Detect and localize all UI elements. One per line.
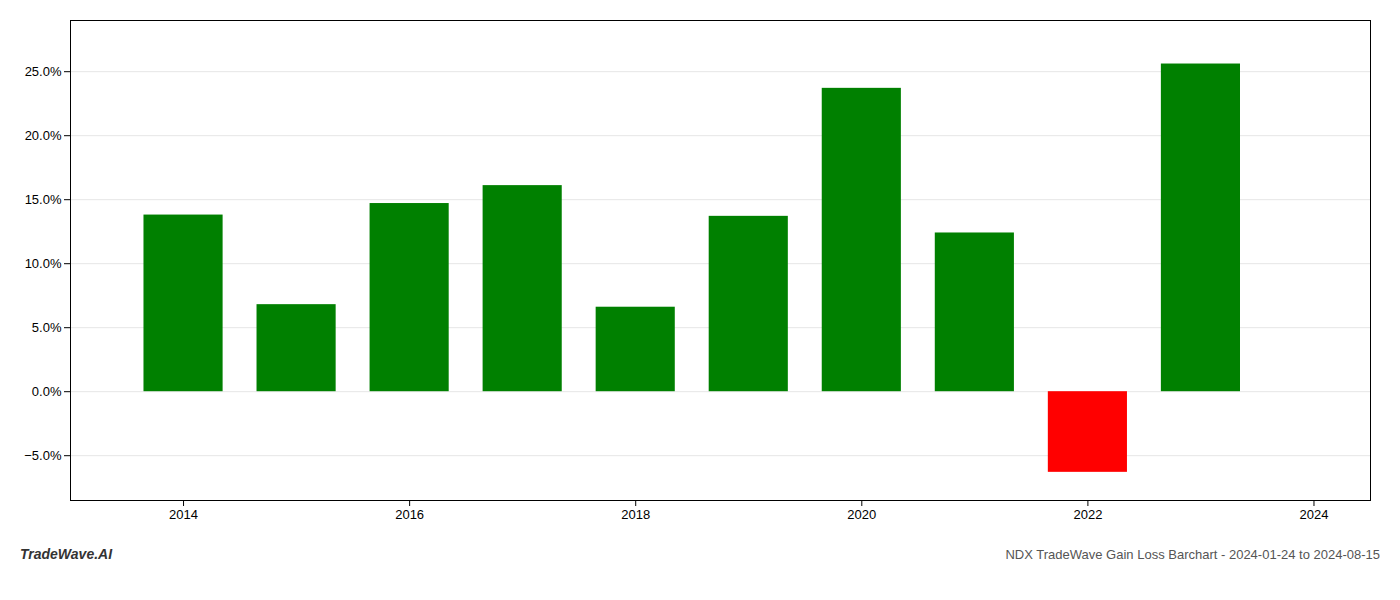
svg-text:5.0%: 5.0% (32, 320, 62, 335)
svg-text:2022: 2022 (1073, 507, 1102, 522)
svg-text:2018: 2018 (621, 507, 650, 522)
svg-text:2014: 2014 (169, 507, 198, 522)
html-text:NDX TradeWave Gain Loss Barcha: NDX TradeWave Gain Loss Barchart - 2024-… (1005, 547, 1380, 562)
svg-text:−5.0%: −5.0% (24, 448, 62, 463)
svg-text:10.0%: 10.0% (25, 256, 62, 271)
html-text:TradeWave.AI: TradeWave.AI (20, 546, 113, 562)
svg-text:2024: 2024 (1300, 507, 1329, 522)
svg-text:20.0%: 20.0% (25, 128, 62, 143)
svg-text:2020: 2020 (847, 507, 876, 522)
svg-text:0.0%: 0.0% (32, 384, 62, 399)
svg-text:15.0%: 15.0% (25, 192, 62, 207)
svg-text:25.0%: 25.0% (25, 64, 62, 79)
svg-text:2016: 2016 (395, 507, 424, 522)
